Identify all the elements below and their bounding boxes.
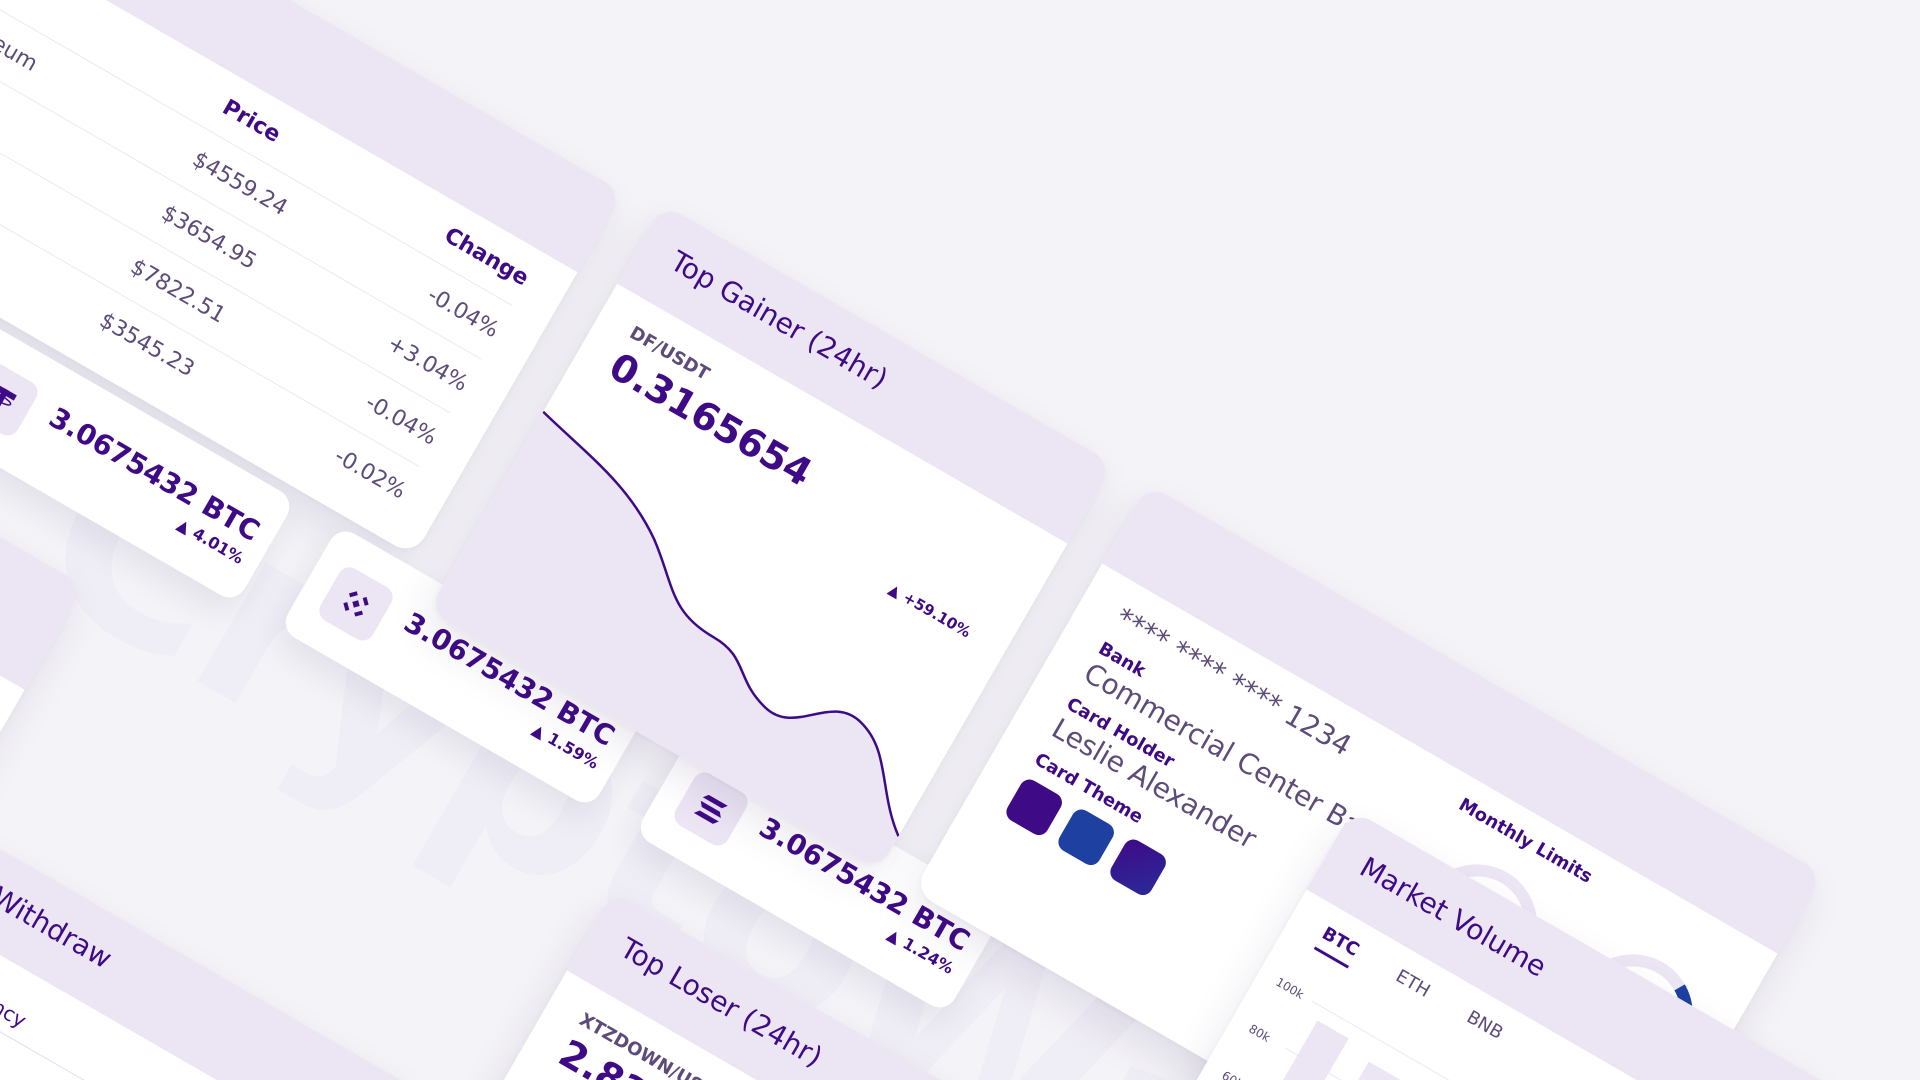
balance-tile-tether[interactable]: 3.0675432 BTC ▲ 4.01%: [0, 319, 296, 604]
svg-text:60k: 60k: [1219, 1068, 1245, 1080]
tab-btc[interactable]: BTC: [1313, 923, 1363, 969]
withdraw-card: Withdraw Currency BTC Amount $65498 Paym…: [0, 839, 435, 1080]
top-gainer-card: Top Gainer (24hr) DF/USDT 0.3165654 ▲ +5…: [428, 203, 1114, 871]
binance-icon: [315, 562, 397, 645]
solana-icon: [670, 767, 753, 850]
tether-icon: [0, 357, 42, 440]
market-volume-bar-chart: 0 20k 40k 60k 80k 100k JanFebMarAprMayJu…: [1189, 975, 1728, 1080]
tab-eth[interactable]: ETH: [1392, 965, 1434, 1002]
theme-swatch-blue[interactable]: [1054, 805, 1118, 869]
svg-text:80k: 80k: [1246, 1022, 1272, 1045]
svg-text:100k: 100k: [1273, 975, 1306, 1002]
market-volume-card: Market Volume BTC ETH BNB 0 20k 40k 60k …: [1092, 809, 1838, 1080]
tab-bnb[interactable]: BNB: [1462, 1006, 1507, 1044]
theme-swatch-gradient[interactable]: [1106, 835, 1170, 899]
balance-tile-solana[interactable]: 3.0675432 BTC ▲ 1.24%: [634, 729, 1007, 1014]
balance-tile-binance[interactable]: 3.0675432 BTC ▲ 1.59%: [279, 524, 651, 809]
top-gainer-line-chart: [428, 410, 900, 871]
theme-swatch-purple[interactable]: [1002, 775, 1066, 839]
